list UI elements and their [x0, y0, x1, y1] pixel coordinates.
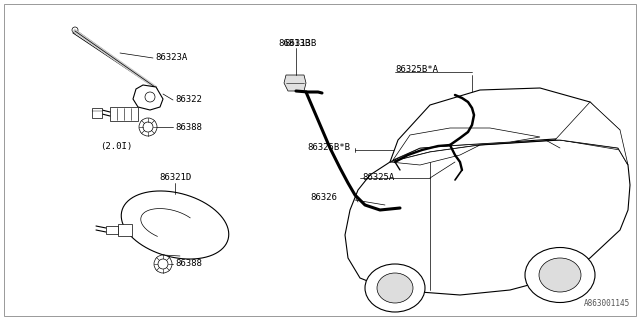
Circle shape — [145, 92, 155, 102]
Text: 86325B*A: 86325B*A — [395, 66, 438, 75]
Text: 86321D: 86321D — [159, 173, 191, 182]
Circle shape — [143, 122, 153, 132]
Text: 86322: 86322 — [175, 95, 202, 105]
Polygon shape — [284, 75, 306, 91]
Text: 86388: 86388 — [175, 260, 202, 268]
Circle shape — [139, 118, 157, 136]
Polygon shape — [345, 140, 630, 295]
Ellipse shape — [377, 273, 413, 303]
Bar — [92, 108, 102, 118]
Text: 86313B: 86313B — [278, 39, 310, 49]
Text: 86323A: 86323A — [155, 53, 188, 62]
Text: 86313B: 86313B — [284, 39, 316, 49]
Polygon shape — [390, 88, 610, 162]
Polygon shape — [393, 128, 540, 160]
Ellipse shape — [539, 258, 581, 292]
Polygon shape — [390, 145, 480, 165]
Text: A863001145: A863001145 — [584, 299, 630, 308]
Ellipse shape — [365, 264, 425, 312]
Polygon shape — [555, 102, 628, 165]
Circle shape — [158, 259, 168, 269]
Text: 86388: 86388 — [175, 123, 202, 132]
Text: (2.0I): (2.0I) — [100, 142, 132, 151]
Bar — [106, 226, 118, 234]
Text: 86325B*B: 86325B*B — [307, 143, 350, 153]
Polygon shape — [133, 85, 163, 110]
Text: 86325A: 86325A — [362, 173, 394, 182]
Circle shape — [154, 255, 172, 273]
Text: 86326: 86326 — [310, 194, 337, 203]
Bar — [110, 107, 138, 121]
Bar — [118, 224, 132, 236]
Polygon shape — [121, 191, 228, 259]
Ellipse shape — [525, 247, 595, 302]
Circle shape — [72, 27, 78, 33]
